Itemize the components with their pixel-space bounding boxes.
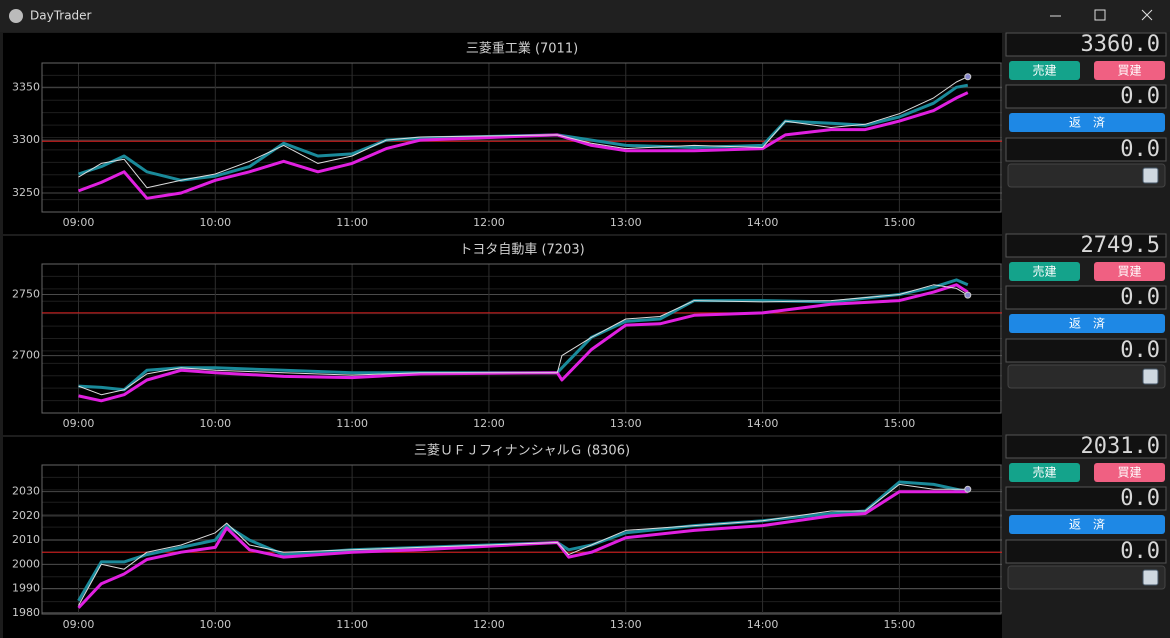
x-tick-label: 09:00 bbox=[63, 216, 95, 229]
chart-title: 三菱ＵＦＪフィナンシャルＧ (8306) bbox=[414, 444, 630, 459]
y-tick-label: 3300 bbox=[12, 133, 40, 146]
buy-button[interactable] bbox=[1094, 61, 1165, 80]
y-tick-label: 1980 bbox=[12, 606, 40, 619]
x-tick-label: 12:00 bbox=[473, 216, 505, 229]
series-line bbox=[77, 490, 968, 609]
save-icon[interactable] bbox=[1142, 368, 1159, 385]
profit-display-box bbox=[1005, 338, 1167, 363]
price-display-box bbox=[1005, 233, 1167, 258]
position-display-box bbox=[1005, 84, 1167, 109]
sell-button-label[interactable]: 売建 bbox=[1032, 264, 1056, 279]
price-display: 2749.5 bbox=[1081, 233, 1160, 258]
price-display-box bbox=[1005, 434, 1167, 459]
sell-button[interactable] bbox=[1009, 463, 1080, 482]
x-tick-label: 11:00 bbox=[336, 216, 368, 229]
x-tick-label: 10:00 bbox=[199, 216, 231, 229]
profit-display: 0.0 bbox=[1120, 137, 1160, 162]
maximize-button[interactable] bbox=[1094, 9, 1106, 21]
position-display: 0.0 bbox=[1120, 84, 1160, 109]
y-tick-label: 1990 bbox=[12, 582, 40, 595]
close-position-button-label[interactable]: 返 済 bbox=[1069, 517, 1105, 532]
close-position-button-label[interactable]: 返 済 bbox=[1069, 115, 1105, 130]
y-tick-label: 2020 bbox=[12, 509, 40, 522]
buy-button[interactable] bbox=[1094, 463, 1165, 482]
save-icon[interactable] bbox=[1142, 569, 1159, 586]
chart-title: 三菱重工業 (7011) bbox=[466, 41, 578, 57]
x-tick-label: 12:00 bbox=[473, 417, 505, 430]
profit-display-box bbox=[1005, 137, 1167, 162]
chart-title: トヨタ自動車 (7203) bbox=[459, 243, 584, 258]
series-line bbox=[78, 483, 968, 606]
position-display-box bbox=[1005, 486, 1167, 511]
app-icon bbox=[9, 9, 23, 23]
title-bar bbox=[0, 0, 1170, 32]
window-title: DayTrader bbox=[30, 9, 92, 23]
chart-area bbox=[3, 33, 1002, 638]
price-display: 2031.0 bbox=[1081, 434, 1160, 459]
buy-button-label[interactable]: 買建 bbox=[1117, 265, 1141, 279]
x-tick-label: 09:00 bbox=[63, 417, 95, 430]
x-tick-label: 12:00 bbox=[473, 618, 505, 631]
close-position-button-label[interactable]: 返 済 bbox=[1069, 316, 1105, 331]
series-line bbox=[77, 91, 969, 200]
close-button[interactable] bbox=[1141, 9, 1153, 21]
profit-display: 0.0 bbox=[1120, 338, 1160, 363]
save-icon[interactable] bbox=[1142, 167, 1159, 184]
plot-frame bbox=[41, 464, 1002, 615]
x-tick-label: 13:00 bbox=[610, 618, 642, 631]
position-display: 0.0 bbox=[1120, 486, 1160, 511]
y-tick-label: 3250 bbox=[12, 186, 40, 199]
x-tick-label: 15:00 bbox=[884, 618, 916, 631]
position-display-box bbox=[1005, 285, 1167, 310]
note-input[interactable] bbox=[1007, 163, 1166, 188]
close-position-button[interactable] bbox=[1009, 314, 1165, 333]
last-price-dot bbox=[964, 485, 972, 493]
note-input[interactable] bbox=[1007, 364, 1166, 389]
y-tick-label: 2750 bbox=[12, 288, 40, 301]
x-tick-label: 15:00 bbox=[884, 216, 916, 229]
price-display: 3360.0 bbox=[1081, 32, 1160, 57]
plot-frame bbox=[41, 263, 1002, 414]
x-tick-label: 14:00 bbox=[747, 417, 779, 430]
sell-button-label[interactable]: 売建 bbox=[1032, 63, 1056, 78]
close-position-button[interactable] bbox=[1009, 515, 1165, 534]
sell-button-label[interactable]: 売建 bbox=[1032, 465, 1056, 480]
position-display: 0.0 bbox=[1120, 285, 1160, 310]
last-price-dot bbox=[964, 73, 972, 81]
x-tick-label: 14:00 bbox=[747, 216, 779, 229]
profit-display-box bbox=[1005, 539, 1167, 564]
y-tick-label: 2030 bbox=[12, 485, 40, 498]
plot-frame bbox=[41, 62, 1002, 213]
close-position-button[interactable] bbox=[1009, 113, 1165, 132]
note-input[interactable] bbox=[1007, 565, 1166, 590]
y-tick-label: 3350 bbox=[12, 80, 40, 93]
x-tick-label: 11:00 bbox=[336, 618, 368, 631]
price-display-box bbox=[1005, 32, 1167, 57]
sell-button[interactable] bbox=[1009, 262, 1080, 281]
buy-button-label[interactable]: 買建 bbox=[1117, 466, 1141, 480]
last-price-dot bbox=[964, 291, 972, 299]
series-line bbox=[78, 284, 969, 396]
buy-button-label[interactable]: 買建 bbox=[1117, 64, 1141, 78]
profit-display: 0.0 bbox=[1120, 539, 1160, 564]
y-tick-label: 2700 bbox=[12, 349, 40, 362]
x-tick-label: 14:00 bbox=[747, 618, 779, 631]
x-tick-label: 11:00 bbox=[336, 417, 368, 430]
x-tick-label: 10:00 bbox=[199, 417, 231, 430]
buy-button[interactable] bbox=[1094, 262, 1165, 281]
series-line bbox=[78, 283, 969, 403]
x-tick-label: 15:00 bbox=[884, 417, 916, 430]
series-line bbox=[78, 76, 969, 189]
x-tick-label: 10:00 bbox=[199, 618, 231, 631]
x-tick-label: 13:00 bbox=[610, 417, 642, 430]
x-tick-label: 13:00 bbox=[610, 216, 642, 229]
y-tick-label: 2000 bbox=[12, 557, 40, 570]
y-tick-label: 2010 bbox=[12, 533, 40, 546]
x-tick-label: 09:00 bbox=[63, 618, 95, 631]
sell-button[interactable] bbox=[1009, 61, 1080, 80]
